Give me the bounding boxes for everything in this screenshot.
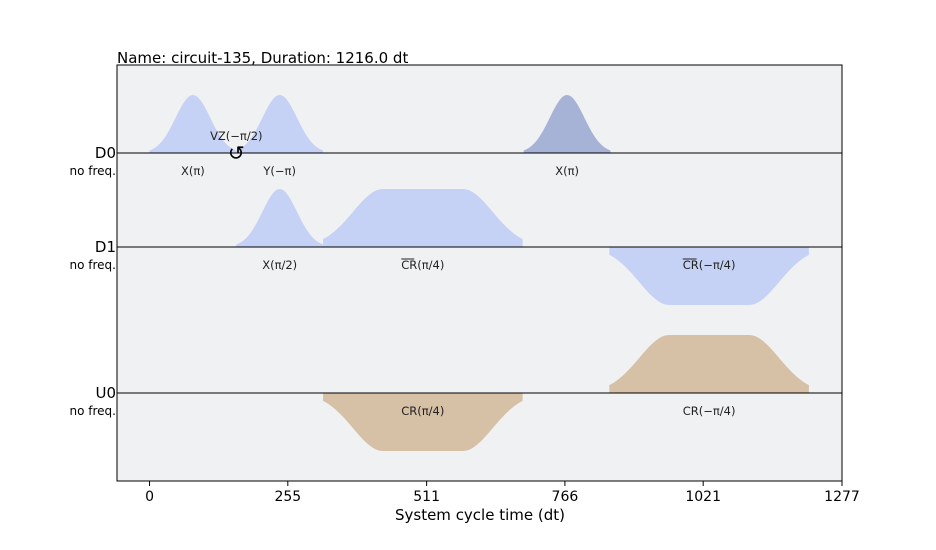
pulses-layer xyxy=(149,95,809,451)
u0-pulse-label-1: CR(π/4) xyxy=(401,404,444,418)
u0-pulse-1 xyxy=(323,393,523,451)
x-axis-label: System cycle time (dt) xyxy=(395,506,565,524)
d0-pulse-3 xyxy=(523,95,611,153)
x-tick-label-5: 1021 xyxy=(685,489,721,505)
d1-freq-label: no freq. xyxy=(70,258,116,272)
d1-pulse-label-3: CR(−π/4) xyxy=(683,258,736,272)
baselines-layer xyxy=(117,152,842,394)
u0-channel-label: U0 xyxy=(95,384,116,402)
u0-pulse-label-2: CR(−π/4) xyxy=(683,404,736,418)
frame-change-label: VZ(−π/2) xyxy=(210,129,262,143)
d0-pulse-label-1: X(π) xyxy=(181,164,205,178)
d0-pulse-1 xyxy=(149,95,237,153)
d1-pulse-3 xyxy=(609,247,809,305)
x-tick-label-3: 511 xyxy=(413,489,440,505)
x-axis: 0 255 511 766 1021 1277 xyxy=(145,481,860,505)
d0-freq-label: no freq. xyxy=(70,164,116,178)
d1-pulse-2 xyxy=(323,189,523,247)
frame-change-symbol: ↺ xyxy=(228,141,245,165)
labels-layer: X(π) Y(−π) X(π) ↺VZ(−π/2) D0 no freq. X(π/2) CR… xyxy=(70,129,736,418)
d0-channel-label: D0 xyxy=(95,144,116,162)
d1-channel-label: D1 xyxy=(95,238,116,256)
d0-pulse-label-3: X(π) xyxy=(555,164,579,178)
chart-title: Name: circuit-135, Duration: 1216.0 dt xyxy=(117,49,408,67)
d1-pulse-label-1: X(π/2) xyxy=(262,258,297,272)
d1-pulse-1 xyxy=(236,189,324,247)
x-tick-label-4: 766 xyxy=(552,489,579,505)
d0-pulse-2 xyxy=(236,95,324,153)
x-tick-label-2: 255 xyxy=(274,489,301,505)
x-tick-label-1: 0 xyxy=(145,489,154,505)
u0-freq-label: no freq. xyxy=(70,404,116,418)
u0-pulse-2 xyxy=(609,335,809,393)
d1-pulse-label-2: CR(π/4) xyxy=(401,258,444,272)
d0-pulse-label-2: Y(−π) xyxy=(262,164,296,178)
x-tick-label-6: 1277 xyxy=(824,489,860,505)
